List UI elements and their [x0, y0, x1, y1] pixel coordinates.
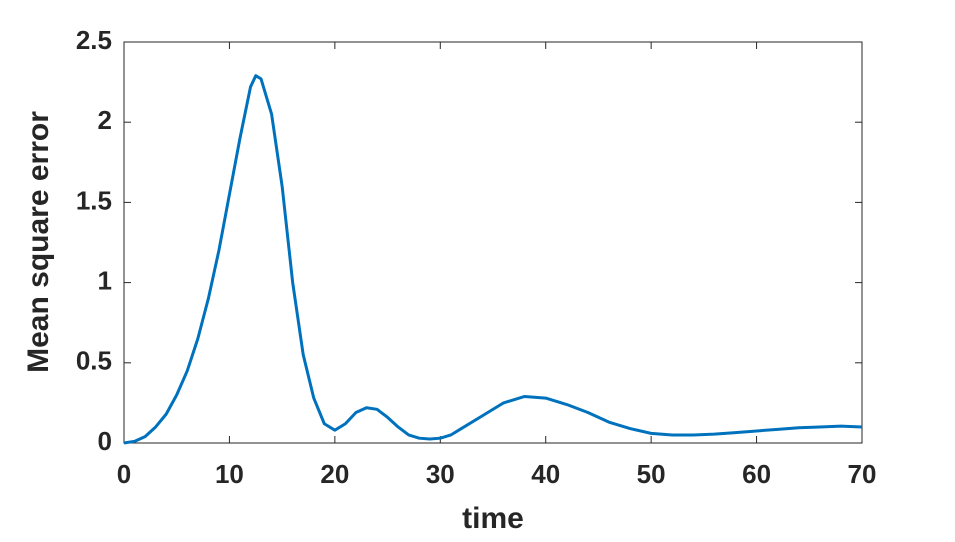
- x-tick-label: 10: [215, 459, 244, 489]
- x-tick-label: 70: [848, 459, 877, 489]
- y-tick-label: 1.5: [76, 185, 112, 215]
- y-tick-label: 1: [98, 265, 112, 295]
- y-tick-label: 2.5: [76, 25, 112, 55]
- x-tick-label: 60: [742, 459, 771, 489]
- plot-area: [123, 41, 863, 444]
- y-tick-label: 0.5: [76, 346, 112, 376]
- y-tick-label: 2: [98, 105, 112, 135]
- x-tick-label: 40: [531, 459, 560, 489]
- x-tick-label: 0: [117, 459, 131, 489]
- x-tick-label: 30: [426, 459, 455, 489]
- x-tick-label: 50: [637, 459, 666, 489]
- y-axis-label: Mean square error: [22, 111, 55, 373]
- x-axis-label: time: [462, 502, 524, 535]
- data-line: [123, 74, 863, 445]
- x-tick-label: 20: [320, 459, 349, 489]
- y-tick-label: 0: [98, 426, 112, 456]
